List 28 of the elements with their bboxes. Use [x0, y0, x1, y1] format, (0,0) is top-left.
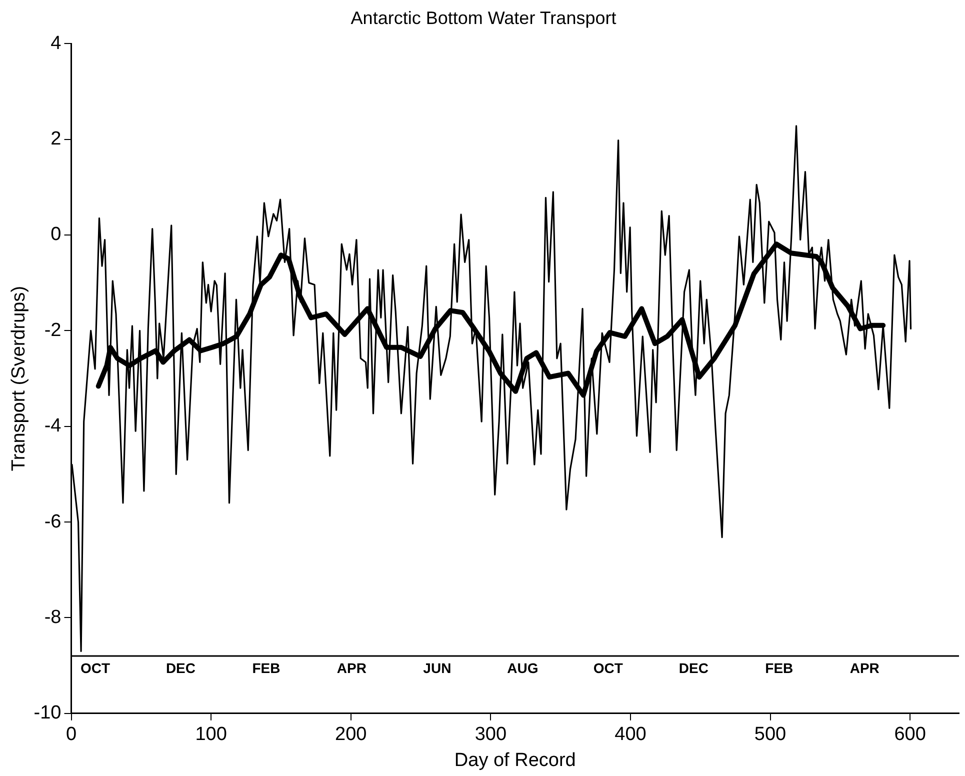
annotation: OCT: [593, 660, 624, 676]
y-tick-label: -10: [34, 702, 62, 724]
x-tick-label: 300: [474, 724, 507, 746]
y-tick-label: 2: [50, 128, 62, 150]
y-axis-title: Transport (Sverdrups): [8, 286, 30, 472]
x-tick-label: 500: [754, 724, 786, 746]
annotation: APR: [336, 660, 366, 676]
x-axis-title: Day of Record: [454, 750, 576, 771]
y-tick-label: 0: [50, 224, 62, 246]
x-tick-label: 400: [614, 724, 646, 746]
x-tick-label: 200: [335, 724, 367, 746]
x-tick-label: 600: [894, 724, 926, 746]
annotation: APR: [850, 660, 880, 676]
x-tick-label: 0: [66, 724, 77, 746]
y-tick-label: -2: [44, 320, 62, 341]
annotation: FEB: [252, 660, 280, 676]
y-tick-label: -8: [44, 606, 62, 628]
chart-title: Antarctic Bottom Water Transport: [350, 8, 616, 28]
annotation: DEC: [678, 660, 708, 676]
annotation: AUG: [507, 660, 538, 676]
x-tick-label: 100: [195, 724, 227, 746]
y-tick-label: -6: [44, 511, 62, 532]
y-tick-label: -4: [44, 416, 62, 437]
annotation: JUN: [423, 660, 452, 676]
annotation: FEB: [765, 660, 794, 676]
annotation: DEC: [166, 660, 196, 676]
annotation: OCT: [80, 660, 110, 676]
y-tick-label: 4: [50, 32, 62, 54]
